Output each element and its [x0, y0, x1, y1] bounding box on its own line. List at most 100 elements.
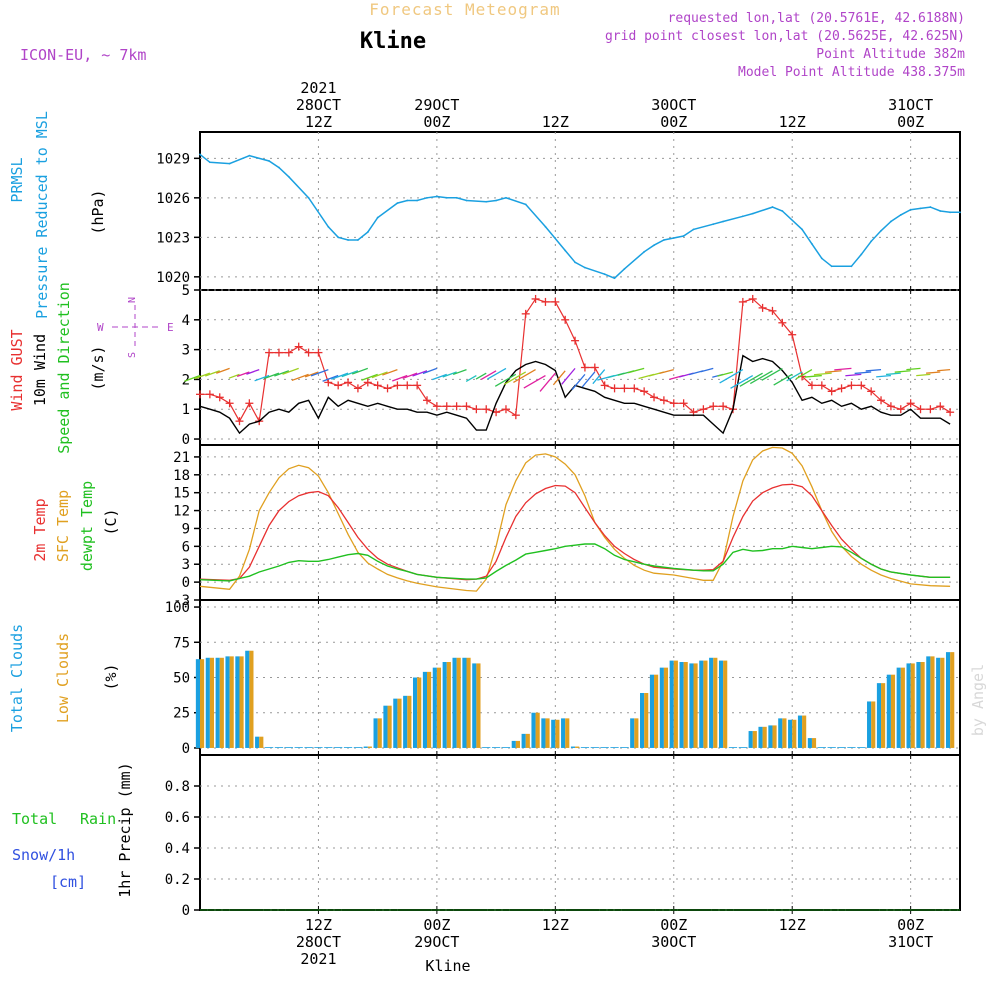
low-cloud-bar	[436, 667, 442, 748]
wind-arrow	[282, 367, 299, 375]
wind-arrow	[749, 370, 773, 385]
pressure-point	[495, 199, 498, 202]
total-cloud-bar	[945, 652, 951, 748]
y-tick-label: 0.2	[165, 872, 190, 888]
gust-label: Wind GUST	[8, 329, 26, 410]
y-tick-label: 1023	[156, 230, 190, 246]
pressure-point	[662, 239, 665, 241]
pressure-point	[751, 212, 754, 215]
wind-arrow	[916, 373, 931, 377]
wind-arrow	[730, 374, 754, 389]
pressure-point	[248, 154, 251, 157]
total-cloud-bar	[630, 718, 635, 748]
total-cloud-bar	[788, 719, 793, 748]
pressure-point	[584, 266, 586, 269]
station-name: Kline	[360, 29, 426, 54]
total-cloud-bar	[797, 715, 803, 748]
low-cloud-bar	[535, 712, 540, 748]
low-cloud-bar	[772, 725, 777, 748]
total-cloud-bar	[600, 747, 609, 748]
low-cloud-bar	[466, 657, 471, 748]
pressure-point	[781, 210, 784, 212]
pressure-point	[455, 196, 458, 199]
compass-e: E	[167, 321, 174, 334]
top-time-label: 00Z	[660, 113, 687, 131]
total-cloud-bar	[205, 657, 210, 748]
y-tick-label: 50	[173, 671, 190, 687]
bottom-time-label: 00Z	[423, 916, 450, 934]
total-cloud-bar	[255, 736, 260, 748]
low-cloud-bar	[673, 660, 678, 748]
wind-arrow	[539, 372, 556, 392]
wind-unit: (m/s)	[89, 345, 107, 390]
wind-arrow	[216, 367, 230, 374]
low-cloud-bar	[683, 662, 688, 748]
low-cloud-bar	[367, 746, 372, 748]
wind10m-label: 10m Wind	[31, 334, 49, 406]
wind-arrow	[854, 371, 872, 375]
snow-label: Snow/1h	[12, 846, 75, 864]
total-cloud-bar	[738, 747, 748, 748]
total-cloud-bar	[709, 657, 714, 748]
total-cloud-bar	[353, 747, 363, 748]
top-time-label: 31OCT	[888, 96, 933, 114]
low-cloud-bar	[209, 657, 215, 748]
total-cloud-bar	[462, 657, 467, 748]
snow-unit-label: [cm]	[50, 873, 86, 891]
total-cloud-bar	[215, 657, 220, 748]
pressure-point	[722, 220, 725, 223]
total-cloud-bar	[235, 656, 240, 748]
pressure-point	[682, 235, 685, 237]
panel-frame-2	[199, 444, 961, 601]
model-label: ICON-EU, ~ 7km	[20, 46, 146, 64]
wind-line	[199, 354, 951, 435]
wind-arrow	[263, 372, 280, 380]
pressure-point	[524, 203, 527, 206]
wind-arrow	[452, 368, 467, 376]
pressure-point	[919, 207, 922, 210]
low-cloud-bar	[249, 650, 254, 748]
pressure-point	[712, 223, 715, 226]
wind-arrow	[254, 374, 270, 382]
total-cloud-bar	[383, 705, 388, 748]
top-time-label: 00Z	[897, 113, 924, 131]
total-cloud-bar	[304, 747, 313, 748]
bottom-time-label: 00Z	[897, 916, 924, 934]
low-cloud-bar	[723, 660, 728, 748]
low-cloud-bar	[703, 660, 708, 748]
total-cloud-bar	[718, 660, 724, 748]
wind-arrow	[513, 369, 536, 383]
pressure-point	[278, 166, 280, 169]
rain-label: Rain	[80, 810, 116, 828]
y-tick-label: 0.4	[165, 841, 190, 857]
y-tick-label: 4	[182, 313, 190, 329]
y-tick-label: 15	[173, 486, 190, 502]
pressure-point	[741, 215, 744, 218]
total-cloud-bar	[511, 740, 516, 748]
pressure-point	[880, 229, 882, 232]
total-cloud-bar	[857, 747, 866, 748]
wind-arrow	[236, 371, 250, 378]
wind-arrow	[322, 374, 339, 382]
wind-arrow	[813, 372, 832, 376]
low-cloud-bar	[910, 663, 915, 748]
total-cloud-bar	[284, 747, 293, 748]
wind-arrow	[739, 372, 763, 387]
pressure-label-long: Pressure Reduced to MSL	[33, 111, 51, 319]
temp-unit: (C)	[102, 508, 120, 535]
y-tick-label: 100	[165, 600, 190, 616]
low-cloud-bar	[881, 683, 886, 748]
compass-s: S	[127, 352, 138, 358]
low-cloud-bar	[654, 674, 659, 748]
total-cloud-bar	[412, 677, 418, 748]
point-altitude: Point Altitude 382m	[816, 47, 965, 62]
sfc-temp-line	[199, 446, 951, 592]
wind-arrow	[804, 374, 822, 378]
wind-arrow	[331, 372, 349, 380]
total-cloud-bar	[501, 747, 511, 748]
pressure-point	[564, 249, 567, 252]
y-tick-label: 0	[182, 575, 190, 591]
y-tick-label: 25	[173, 706, 190, 722]
wind-arrow	[341, 370, 359, 378]
top-time-label: 12Z	[542, 113, 569, 131]
